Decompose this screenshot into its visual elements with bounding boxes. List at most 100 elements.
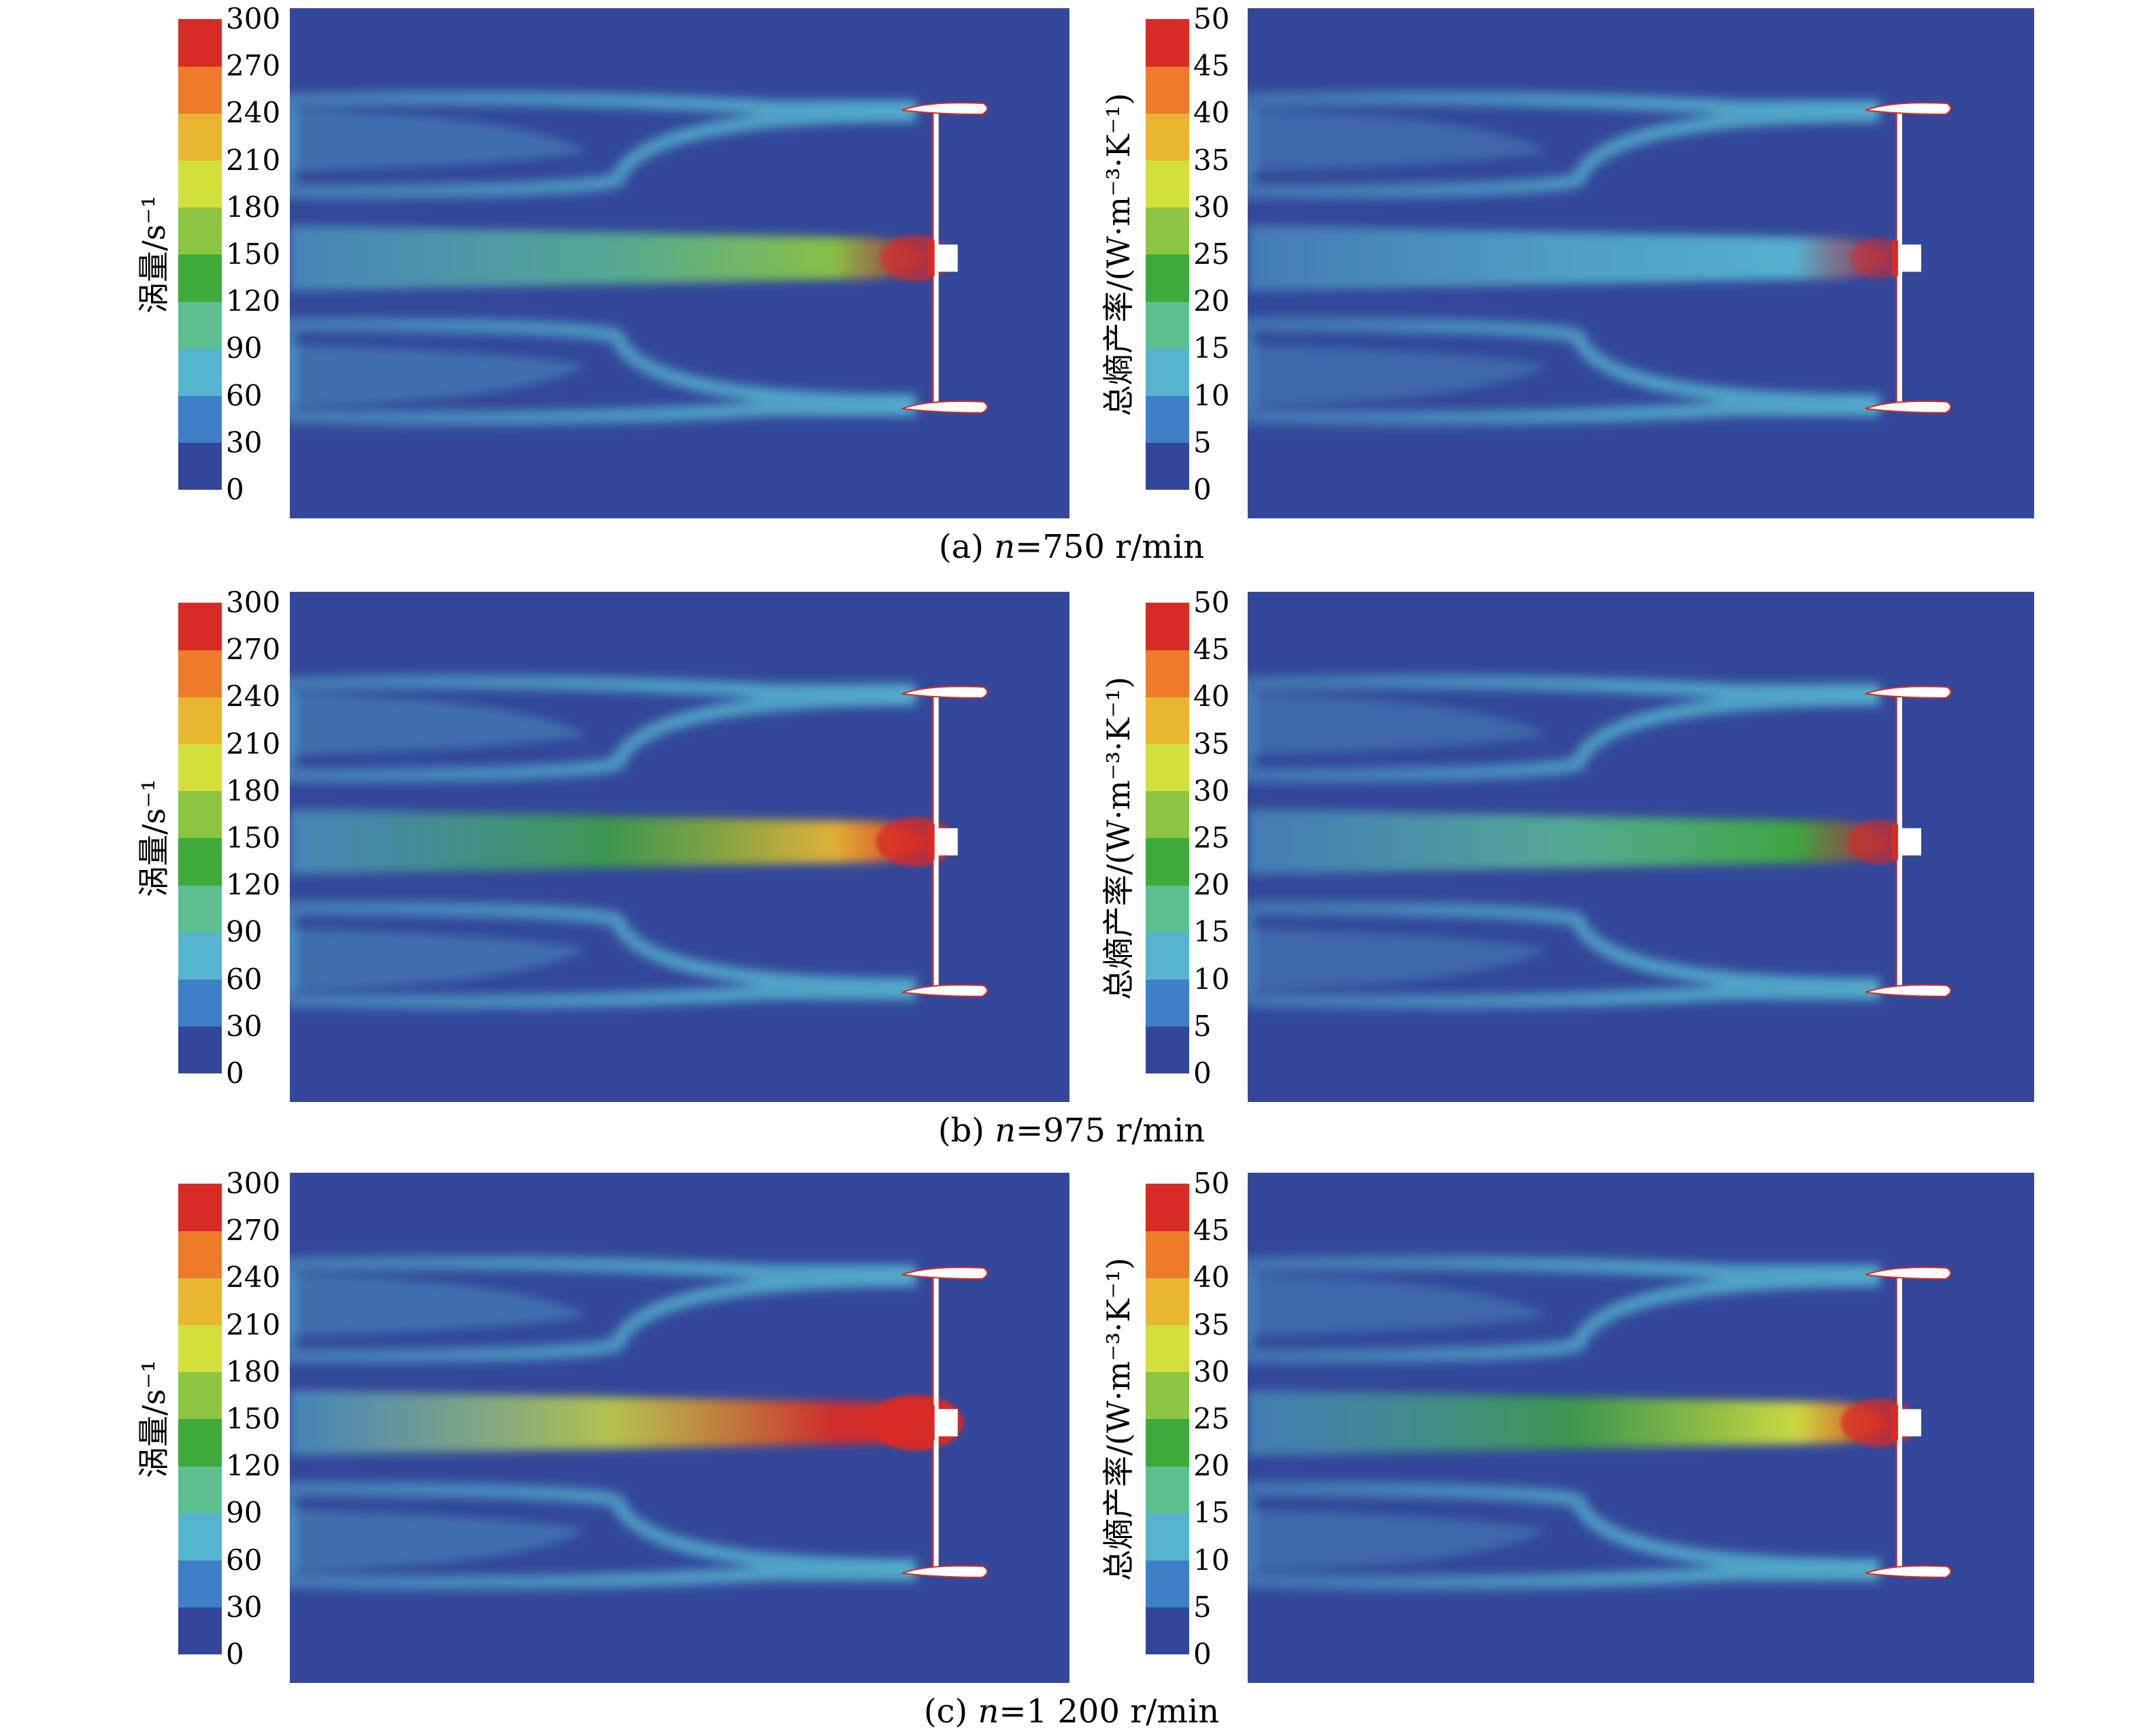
colorbar-tick-label: 90 xyxy=(226,331,263,365)
blade xyxy=(1865,400,1952,414)
caption-prefix: (b) xyxy=(937,1112,995,1150)
colorbar-tick-label: 0 xyxy=(1193,1637,1212,1671)
colorbar-segment xyxy=(1146,1513,1189,1561)
right-colorbar xyxy=(1146,603,1189,1074)
colorbar-segment xyxy=(1146,66,1189,114)
colorbar-segment xyxy=(178,1026,222,1074)
colorbar-segment xyxy=(178,207,222,255)
blade xyxy=(1865,984,1952,997)
hub xyxy=(930,244,958,272)
colorbar-segment xyxy=(178,885,222,933)
tip-vortex-wake xyxy=(1248,90,1880,200)
colorbar-segment xyxy=(178,1231,222,1278)
colorbar-tick-label: 10 xyxy=(1193,1543,1230,1577)
tip-vortex-wake xyxy=(290,1481,916,1590)
colorbar-tick-label: 180 xyxy=(226,190,281,224)
colorbar-segment xyxy=(1146,348,1189,397)
colorbar-tick-label: 5 xyxy=(1193,425,1212,459)
turbine-geometry xyxy=(880,102,989,414)
colorbar-tick-label: 20 xyxy=(1193,868,1230,902)
colorbar-tick-label: 45 xyxy=(1193,49,1230,83)
colorbar-tick-label: 90 xyxy=(226,915,263,949)
colorbar-segment xyxy=(178,113,222,161)
caption-prefix: (a) xyxy=(938,528,995,566)
colorbar-segment xyxy=(1146,254,1189,302)
colorbar-tick-label: 25 xyxy=(1193,237,1230,271)
tip-vortex-wake xyxy=(1248,1255,1880,1365)
caption-speed: =750 r/min xyxy=(1015,528,1205,566)
colorbar-tick-label: 120 xyxy=(226,284,281,318)
colorbar-tick-label: 20 xyxy=(1193,1449,1230,1483)
colorbar-tick-label: 150 xyxy=(226,1402,281,1435)
panel-row-a: 0 30 60 90 120 150 180 210 240 270 300 涡量/s⁻¹ 0 5 10 15… xyxy=(0,0,2143,571)
colorbar-segment xyxy=(1146,1607,1189,1655)
colorbar-segment xyxy=(1146,1560,1189,1608)
colorbar-segment xyxy=(178,66,222,114)
colorbar-tick-label: 30 xyxy=(1193,1354,1230,1388)
central-wake xyxy=(290,1390,929,1456)
right-contour-field xyxy=(1248,1173,2034,1683)
colorbar-segment xyxy=(1146,1371,1189,1420)
colorbar-tick-label: 150 xyxy=(226,237,281,271)
panel-caption: (b) n=975 r/min xyxy=(0,1112,2143,1150)
hub xyxy=(1893,244,1921,272)
panel-row-b: 0 30 60 90 120 150 180 210 240 270 300 涡量/s⁻¹ 0 5 10 15… xyxy=(0,584,2143,1155)
colorbar-tick-label: 240 xyxy=(226,680,281,714)
hub xyxy=(1893,1409,1921,1437)
right-colorbar xyxy=(1146,19,1189,490)
colorbar-tick-label: 35 xyxy=(1193,143,1230,177)
panel-caption: (c) n=1 200 r/min xyxy=(0,1692,2143,1731)
colorbar-tick-label: 45 xyxy=(1193,633,1230,667)
blade xyxy=(901,1267,989,1280)
colorbar-segment xyxy=(1146,160,1189,208)
colorbar-segment xyxy=(178,838,222,886)
panel-caption: (a) n=750 r/min xyxy=(0,528,2143,566)
central-wake xyxy=(1248,1390,1893,1456)
colorbar-tick-label: 60 xyxy=(226,378,263,412)
colorbar-tick-label: 210 xyxy=(226,727,281,761)
colorbar-tick-label: 50 xyxy=(1193,2,1230,35)
tip-vortex-wake xyxy=(1248,900,1880,1009)
colorbar-tick-label: 0 xyxy=(226,1056,244,1090)
colorbar-segment xyxy=(1146,790,1189,839)
right-colorbar-title: 总熵产率/(W·m⁻³·K⁻¹) xyxy=(1100,1257,1137,1581)
colorbar-tick-label: 30 xyxy=(226,1590,263,1624)
left-colorbar-title: 涡量/s⁻¹ xyxy=(135,195,172,314)
colorbar-segment xyxy=(1146,395,1189,444)
right-colorbar-title: 总熵产率/(W·m⁻³·K⁻¹) xyxy=(1100,93,1137,416)
tip-vortex-wake xyxy=(1248,316,1880,426)
colorbar-tick-label: 180 xyxy=(226,1354,281,1388)
colorbar-tick-label: 300 xyxy=(226,2,281,35)
turbine-geometry xyxy=(1850,102,1952,414)
colorbar-segment xyxy=(1146,650,1189,697)
tip-vortex-wake xyxy=(290,900,916,1009)
turbine-geometry xyxy=(1840,1267,1952,1578)
left-colorbar-title: 涡量/s⁻¹ xyxy=(135,1360,172,1478)
left-colorbar xyxy=(178,1184,222,1655)
colorbar-segment xyxy=(1146,1231,1189,1278)
colorbar-segment xyxy=(1146,442,1189,490)
colorbar-tick-label: 25 xyxy=(1193,821,1230,854)
colorbar-segment xyxy=(1146,1419,1189,1467)
left-colorbar-title: 涡量/s⁻¹ xyxy=(135,779,172,897)
colorbar-tick-label: 120 xyxy=(226,1449,281,1483)
colorbar-segment xyxy=(1146,979,1189,1027)
colorbar-segment xyxy=(1146,113,1189,161)
colorbar-segment xyxy=(178,979,222,1027)
panel-row-c: 0 30 60 90 120 150 180 210 240 270 300 涡量/s⁻¹ 0 5 10 15… xyxy=(0,1165,2143,1736)
colorbar-segment xyxy=(178,603,222,650)
colorbar-segment xyxy=(178,1419,222,1467)
colorbar-tick-label: 15 xyxy=(1193,915,1230,949)
colorbar-segment xyxy=(178,650,222,697)
colorbar-tick-label: 210 xyxy=(226,1307,281,1341)
caption-speed: =975 r/min xyxy=(1016,1112,1206,1150)
tip-vortex-wake xyxy=(1248,1481,1880,1590)
caption-variable: n xyxy=(978,1692,999,1731)
colorbar-segment xyxy=(178,1466,222,1514)
colorbar-tick-label: 0 xyxy=(226,1637,244,1671)
central-wake xyxy=(1248,809,1893,875)
colorbar-tick-label: 40 xyxy=(1193,96,1230,130)
tip-vortex-wake xyxy=(290,316,916,426)
colorbar-segment xyxy=(1146,697,1189,745)
colorbar-tick-label: 10 xyxy=(1193,962,1230,996)
